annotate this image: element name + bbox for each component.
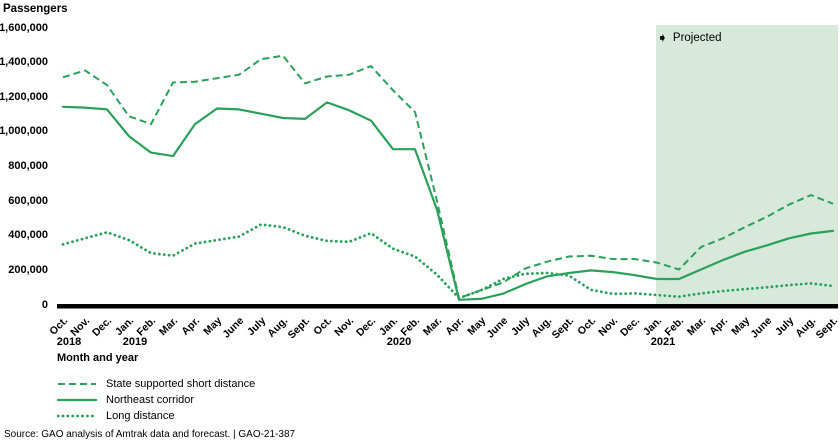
legend-item: Long distance — [57, 408, 255, 424]
y-tick-label: 800,000 — [8, 160, 48, 172]
y-axis-title: Passengers — [3, 3, 68, 15]
y-tick-label: 1,200,000 — [0, 90, 48, 103]
series-line-solid — [61, 101, 835, 301]
y-tick-label: 0 — [41, 298, 48, 311]
legend: State supported short distance Northeast … — [57, 376, 255, 424]
legend-item: Northeast corridor — [57, 392, 255, 408]
year-label: 2019 — [122, 336, 148, 348]
year-label: 2018 — [56, 336, 82, 348]
y-tick-label: 1,600,000 — [0, 21, 48, 34]
projected-annotation-label: Projected — [672, 31, 722, 44]
x-axis-title: Month and year — [57, 352, 139, 364]
projected-annotation: ➧ Projected — [657, 31, 722, 44]
projected-region — [656, 25, 838, 305]
legend-label: State supported short distance — [106, 378, 256, 390]
right-arrow-icon: ➧ — [657, 30, 668, 45]
legend-item: State supported short distance — [57, 376, 255, 392]
y-tick-label: 1,400,000 — [0, 56, 48, 69]
year-label: 2020 — [386, 336, 412, 348]
year-label: 2021 — [650, 336, 676, 348]
y-tick-label: 600,000 — [8, 194, 48, 207]
y-tick-label: 400,000 — [8, 229, 48, 242]
x-axis-line — [57, 304, 838, 309]
legend-dashed-line-sample — [58, 383, 96, 385]
source-note: Source: GAO analysis of Amtrak data and … — [4, 429, 296, 440]
series-line-dashed — [62, 54, 834, 300]
legend-dotted-line-sample — [57, 414, 97, 418]
y-tick-label: 1,000,000 — [0, 125, 48, 138]
legend-label: Long distance — [106, 410, 175, 422]
y-tick-label: 200,000 — [8, 263, 48, 276]
series-line-dotted — [61, 223, 835, 300]
legend-solid-line-sample — [57, 398, 97, 402]
legend-label: Northeast corridor — [106, 394, 195, 406]
